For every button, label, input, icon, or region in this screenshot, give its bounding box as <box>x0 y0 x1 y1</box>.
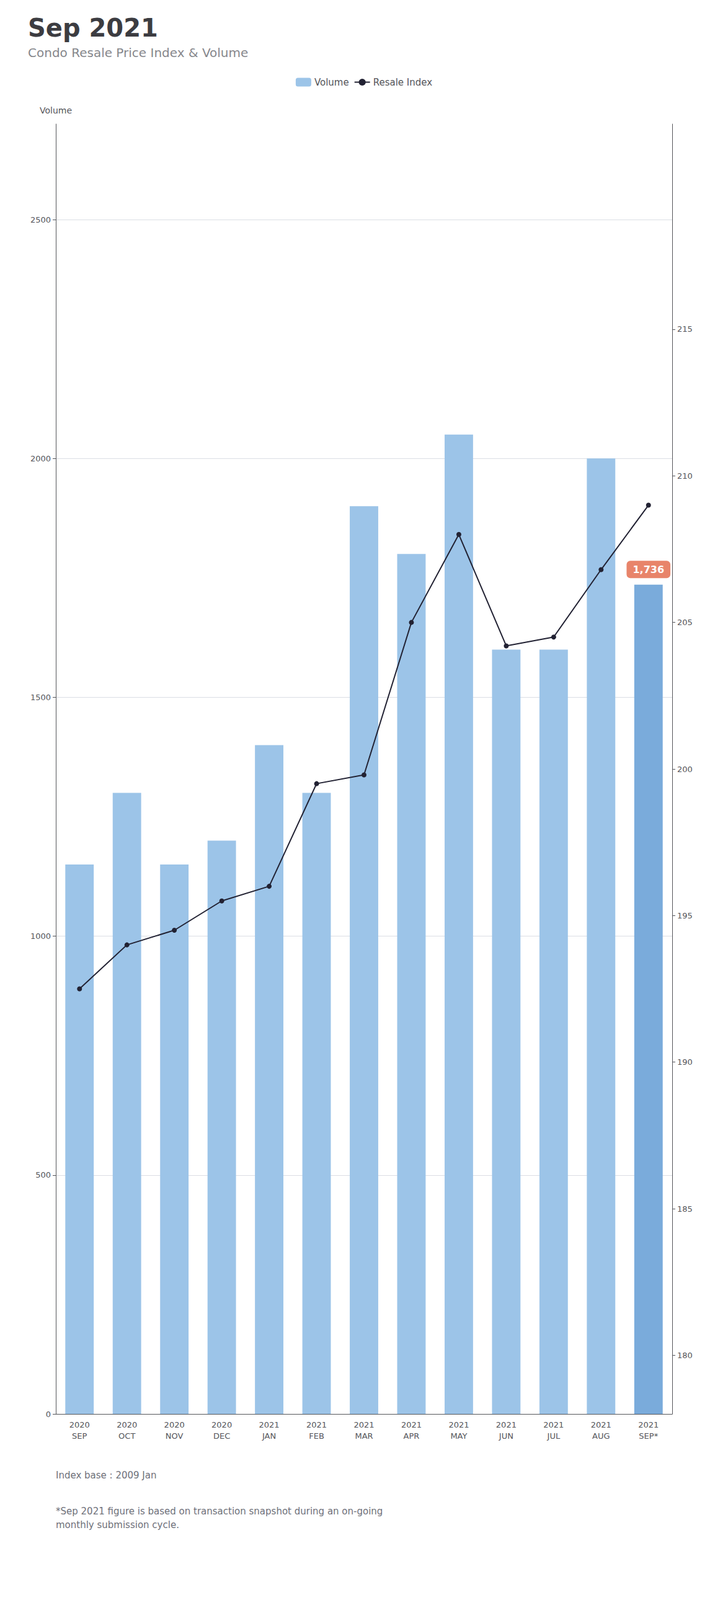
svg-text:2020: 2020 <box>164 1420 185 1430</box>
svg-text:2000: 2000 <box>30 453 51 464</box>
svg-text:2021: 2021 <box>448 1420 469 1430</box>
svg-text:JAN: JAN <box>261 1431 276 1441</box>
svg-text:DEC: DEC <box>213 1431 231 1441</box>
svg-text:SEP: SEP <box>71 1431 87 1441</box>
svg-text:*Sep 2021 figure is based on t: *Sep 2021 figure is based on transaction… <box>55 1505 383 1517</box>
svg-text:Index base : 2009 Jan: Index base : 2009 Jan <box>55 1469 157 1481</box>
svg-text:monthly submission cycle.: monthly submission cycle. <box>55 1519 180 1531</box>
svg-text:2500: 2500 <box>30 215 51 225</box>
svg-text:2021: 2021 <box>353 1420 374 1430</box>
svg-text:190: 190 <box>677 1057 693 1067</box>
svg-text:2021: 2021 <box>306 1420 327 1430</box>
svg-text:180: 180 <box>677 1350 693 1360</box>
svg-text:2020: 2020 <box>69 1420 90 1430</box>
svg-text:JUL: JUL <box>546 1431 561 1441</box>
svg-text:NOV: NOV <box>165 1431 184 1441</box>
svg-text:210: 210 <box>677 471 693 481</box>
svg-text:FEB: FEB <box>308 1431 325 1441</box>
svg-text:2021: 2021 <box>543 1420 564 1430</box>
svg-text:MAR: MAR <box>354 1431 373 1441</box>
svg-text:500: 500 <box>35 1170 51 1180</box>
svg-text:2021: 2021 <box>638 1420 659 1430</box>
svg-text:1,736: 1,736 <box>632 563 665 576</box>
svg-text:2021: 2021 <box>401 1420 422 1430</box>
svg-text:2021: 2021 <box>590 1420 612 1430</box>
svg-text:APR: APR <box>403 1431 420 1441</box>
svg-text:195: 195 <box>677 910 693 921</box>
svg-text:2021: 2021 <box>259 1420 280 1430</box>
svg-text:185: 185 <box>677 1204 693 1214</box>
svg-text:Resale Index: Resale Index <box>373 76 433 89</box>
svg-text:Condo Resale Price Index & Vol: Condo Resale Price Index & Volume <box>27 45 249 61</box>
svg-text:2020: 2020 <box>211 1420 232 1430</box>
svg-text:Volume: Volume <box>314 76 350 89</box>
svg-text:OCT: OCT <box>118 1431 136 1441</box>
svg-text:AUG: AUG <box>592 1431 610 1441</box>
svg-text:JUN: JUN <box>498 1431 514 1441</box>
svg-text:Volume: Volume <box>39 105 72 116</box>
svg-text:2021: 2021 <box>496 1420 517 1430</box>
svg-text:2020: 2020 <box>116 1420 138 1430</box>
svg-text:200: 200 <box>677 764 693 774</box>
svg-text:SEP*: SEP* <box>638 1431 658 1441</box>
svg-text:1000: 1000 <box>30 931 51 941</box>
svg-text:215: 215 <box>677 324 693 334</box>
svg-text:205: 205 <box>677 617 693 627</box>
svg-text:0: 0 <box>45 1409 51 1419</box>
svg-text:Sep 2021: Sep 2021 <box>27 13 159 43</box>
svg-text:1500: 1500 <box>30 692 51 702</box>
svg-text:MAY: MAY <box>450 1431 467 1441</box>
